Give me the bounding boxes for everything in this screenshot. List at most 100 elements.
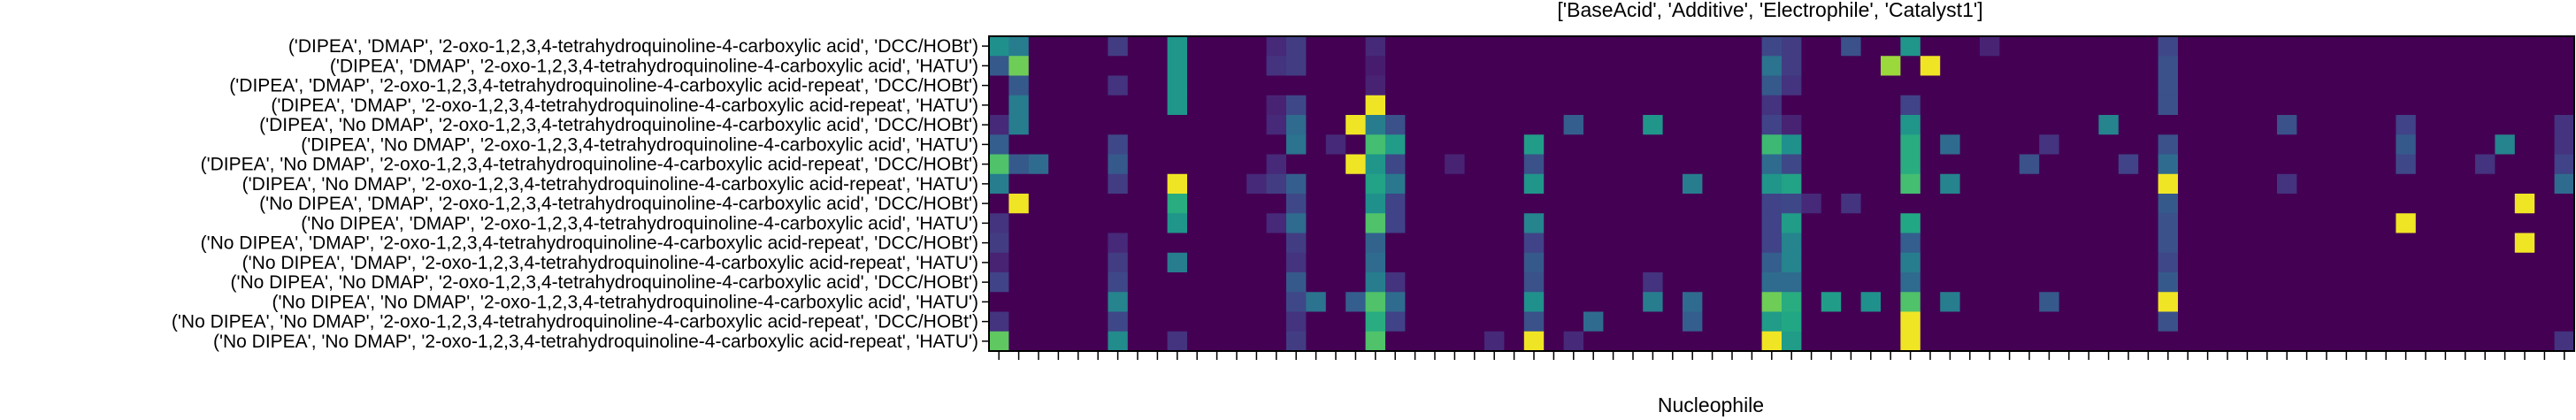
heatmap-cell [1662, 252, 1683, 273]
heatmap-cell [1424, 95, 1445, 116]
heatmap-cell [1108, 36, 1129, 57]
heatmap-cell [1900, 115, 1921, 135]
heatmap-cell [1662, 75, 1683, 96]
heatmap-cell [1346, 56, 1367, 77]
heatmap-cell [2554, 95, 2575, 116]
heatmap-cell [2376, 311, 2396, 332]
heatmap-cell [1048, 292, 1070, 313]
heatmap-cell [1980, 292, 2000, 313]
heatmap-cell [1683, 272, 1703, 293]
heatmap-cell [2296, 154, 2318, 175]
heatmap-cell [1940, 252, 1961, 273]
heatmap-cell [1622, 154, 1644, 175]
heatmap-cell [1900, 75, 1921, 96]
heatmap-cell [2396, 233, 2417, 254]
heatmap-cell [1622, 252, 1644, 273]
heatmap-cell [2257, 292, 2278, 313]
heatmap-cell [1385, 134, 1406, 156]
heatmap-cell [1940, 272, 1961, 293]
heatmap-cell [1147, 173, 1169, 195]
heatmap-cell [2277, 272, 2297, 293]
heatmap-cell [1603, 36, 1624, 57]
heatmap-cell [2138, 292, 2159, 313]
heatmap-cell [1860, 56, 1882, 77]
heatmap-cell [2356, 194, 2377, 214]
heatmap-cell [1246, 272, 1268, 293]
heatmap-cell [1702, 134, 1723, 156]
heatmap-cell [2138, 213, 2159, 234]
heatmap-cell [1405, 292, 1426, 313]
heatmap-cell [2554, 56, 2575, 77]
heatmap-cell [1742, 292, 1763, 313]
heatmap-cell [1504, 75, 1525, 96]
heatmap-cell [2217, 56, 2238, 77]
heatmap-cell [1108, 331, 1129, 352]
heatmap-cell [1603, 292, 1624, 313]
heatmap-cell [1544, 311, 1565, 332]
heatmap-cell [1445, 56, 1466, 77]
heatmap-cell [1028, 75, 1049, 96]
heatmap-cell [1662, 56, 1683, 77]
heatmap-cell [2098, 213, 2120, 234]
heatmap-cell [2237, 311, 2258, 332]
heatmap-cell [1821, 331, 1842, 352]
heatmap-cell [1643, 154, 1664, 175]
heatmap-cell [1127, 292, 1148, 313]
heatmap-cell [1068, 194, 1089, 214]
heatmap-cell [1127, 56, 1148, 77]
heatmap-cell [1464, 213, 1485, 234]
heatmap-cell [2039, 75, 2060, 96]
heatmap-cell [1504, 115, 1525, 135]
heatmap-cell [1860, 154, 1882, 175]
heatmap-cell [1683, 252, 1703, 273]
heatmap-cell [2415, 331, 2436, 352]
heatmap-cell [1365, 56, 1386, 77]
heatmap-cell [1782, 292, 1802, 313]
heatmap-cell [2316, 213, 2337, 234]
heatmap-cell [1325, 173, 1346, 195]
heatmap-cell [1424, 311, 1445, 332]
heatmap-cell [1266, 292, 1287, 313]
heatmap-cell [1940, 194, 1961, 214]
heatmap-cell [1088, 95, 1108, 116]
heatmap-cell [1603, 213, 1624, 234]
heatmap-cell [1821, 134, 1842, 156]
heatmap-cell [1464, 173, 1485, 195]
heatmap-cell [1246, 331, 1268, 352]
heatmap-cell [1702, 311, 1723, 332]
heatmap-cell [1622, 194, 1644, 214]
heatmap-cell [1544, 56, 1565, 77]
heatmap-cell [989, 252, 1009, 273]
heatmap-cell [1226, 213, 1247, 234]
heatmap-cell [2237, 194, 2258, 214]
heatmap-cell [1563, 36, 1584, 57]
heatmap-cell [2079, 194, 2099, 214]
heatmap-cell [2455, 75, 2476, 96]
heatmap-cell [1662, 213, 1683, 234]
heatmap-cell [1246, 311, 1268, 332]
heatmap-cell [1544, 194, 1565, 214]
heatmap-cell [2415, 115, 2436, 135]
heatmap-cell [1999, 95, 2020, 116]
heatmap-cell [1147, 272, 1169, 293]
heatmap-cell [1088, 292, 1108, 313]
heatmap-cell [2138, 194, 2159, 214]
heatmap-cell [2079, 115, 2099, 135]
heatmap-cell [2316, 272, 2337, 293]
heatmap-cell [1801, 75, 1822, 96]
heatmap-cell [1662, 134, 1683, 156]
heatmap-cell [1405, 213, 1426, 234]
heatmap-cell [2217, 252, 2238, 273]
heatmap-cell [2138, 233, 2159, 254]
heatmap-cell [2079, 134, 2099, 156]
heatmap-cell [1484, 292, 1505, 313]
heatmap-cell [2475, 213, 2496, 234]
heatmap-cell [1702, 331, 1723, 352]
heatmap-cell [1325, 95, 1346, 116]
heatmap-cell [1761, 36, 1782, 57]
heatmap-cell [1742, 331, 1763, 352]
heatmap-cell [1920, 115, 1941, 135]
heatmap-cell [1306, 272, 1327, 293]
heatmap-cell [1484, 331, 1505, 352]
heatmap-cell [1048, 36, 1070, 57]
